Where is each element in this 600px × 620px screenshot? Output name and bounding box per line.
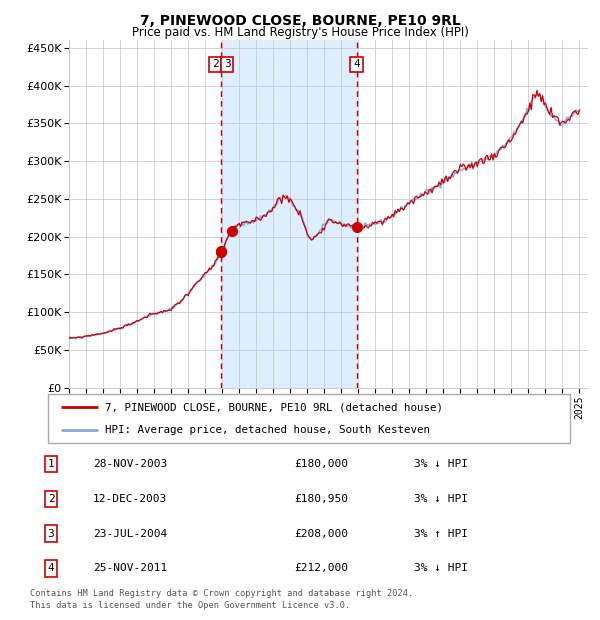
Text: 3% ↓ HPI: 3% ↓ HPI	[414, 459, 468, 469]
Text: £180,000: £180,000	[294, 459, 348, 469]
Text: 4: 4	[353, 60, 360, 69]
Text: HPI: Average price, detached house, South Kesteven: HPI: Average price, detached house, Sout…	[106, 425, 430, 435]
Text: Price paid vs. HM Land Registry's House Price Index (HPI): Price paid vs. HM Land Registry's House …	[131, 26, 469, 39]
Text: 3% ↑ HPI: 3% ↑ HPI	[414, 529, 468, 539]
Text: 2: 2	[212, 60, 219, 69]
Text: This data is licensed under the Open Government Licence v3.0.: This data is licensed under the Open Gov…	[30, 601, 350, 611]
Bar	[221, 40, 356, 388]
Text: 2: 2	[47, 494, 55, 503]
Text: 12-DEC-2003: 12-DEC-2003	[93, 494, 167, 503]
Text: 3: 3	[224, 60, 230, 69]
Text: 3: 3	[47, 529, 55, 539]
Text: 23-JUL-2004: 23-JUL-2004	[93, 529, 167, 539]
Text: £180,950: £180,950	[294, 494, 348, 503]
Text: 7, PINEWOOD CLOSE, BOURNE, PE10 9RL: 7, PINEWOOD CLOSE, BOURNE, PE10 9RL	[140, 14, 460, 28]
Text: 7, PINEWOOD CLOSE, BOURNE, PE10 9RL (detached house): 7, PINEWOOD CLOSE, BOURNE, PE10 9RL (det…	[106, 402, 443, 412]
Text: 4: 4	[47, 564, 55, 574]
Text: 3% ↓ HPI: 3% ↓ HPI	[414, 494, 468, 503]
Text: £212,000: £212,000	[294, 564, 348, 574]
Text: 28-NOV-2003: 28-NOV-2003	[93, 459, 167, 469]
Text: 25-NOV-2011: 25-NOV-2011	[93, 564, 167, 574]
Text: 3% ↓ HPI: 3% ↓ HPI	[414, 564, 468, 574]
Text: £208,000: £208,000	[294, 529, 348, 539]
Text: Contains HM Land Registry data © Crown copyright and database right 2024.: Contains HM Land Registry data © Crown c…	[30, 589, 413, 598]
Text: 1: 1	[47, 459, 55, 469]
FancyBboxPatch shape	[48, 394, 570, 443]
